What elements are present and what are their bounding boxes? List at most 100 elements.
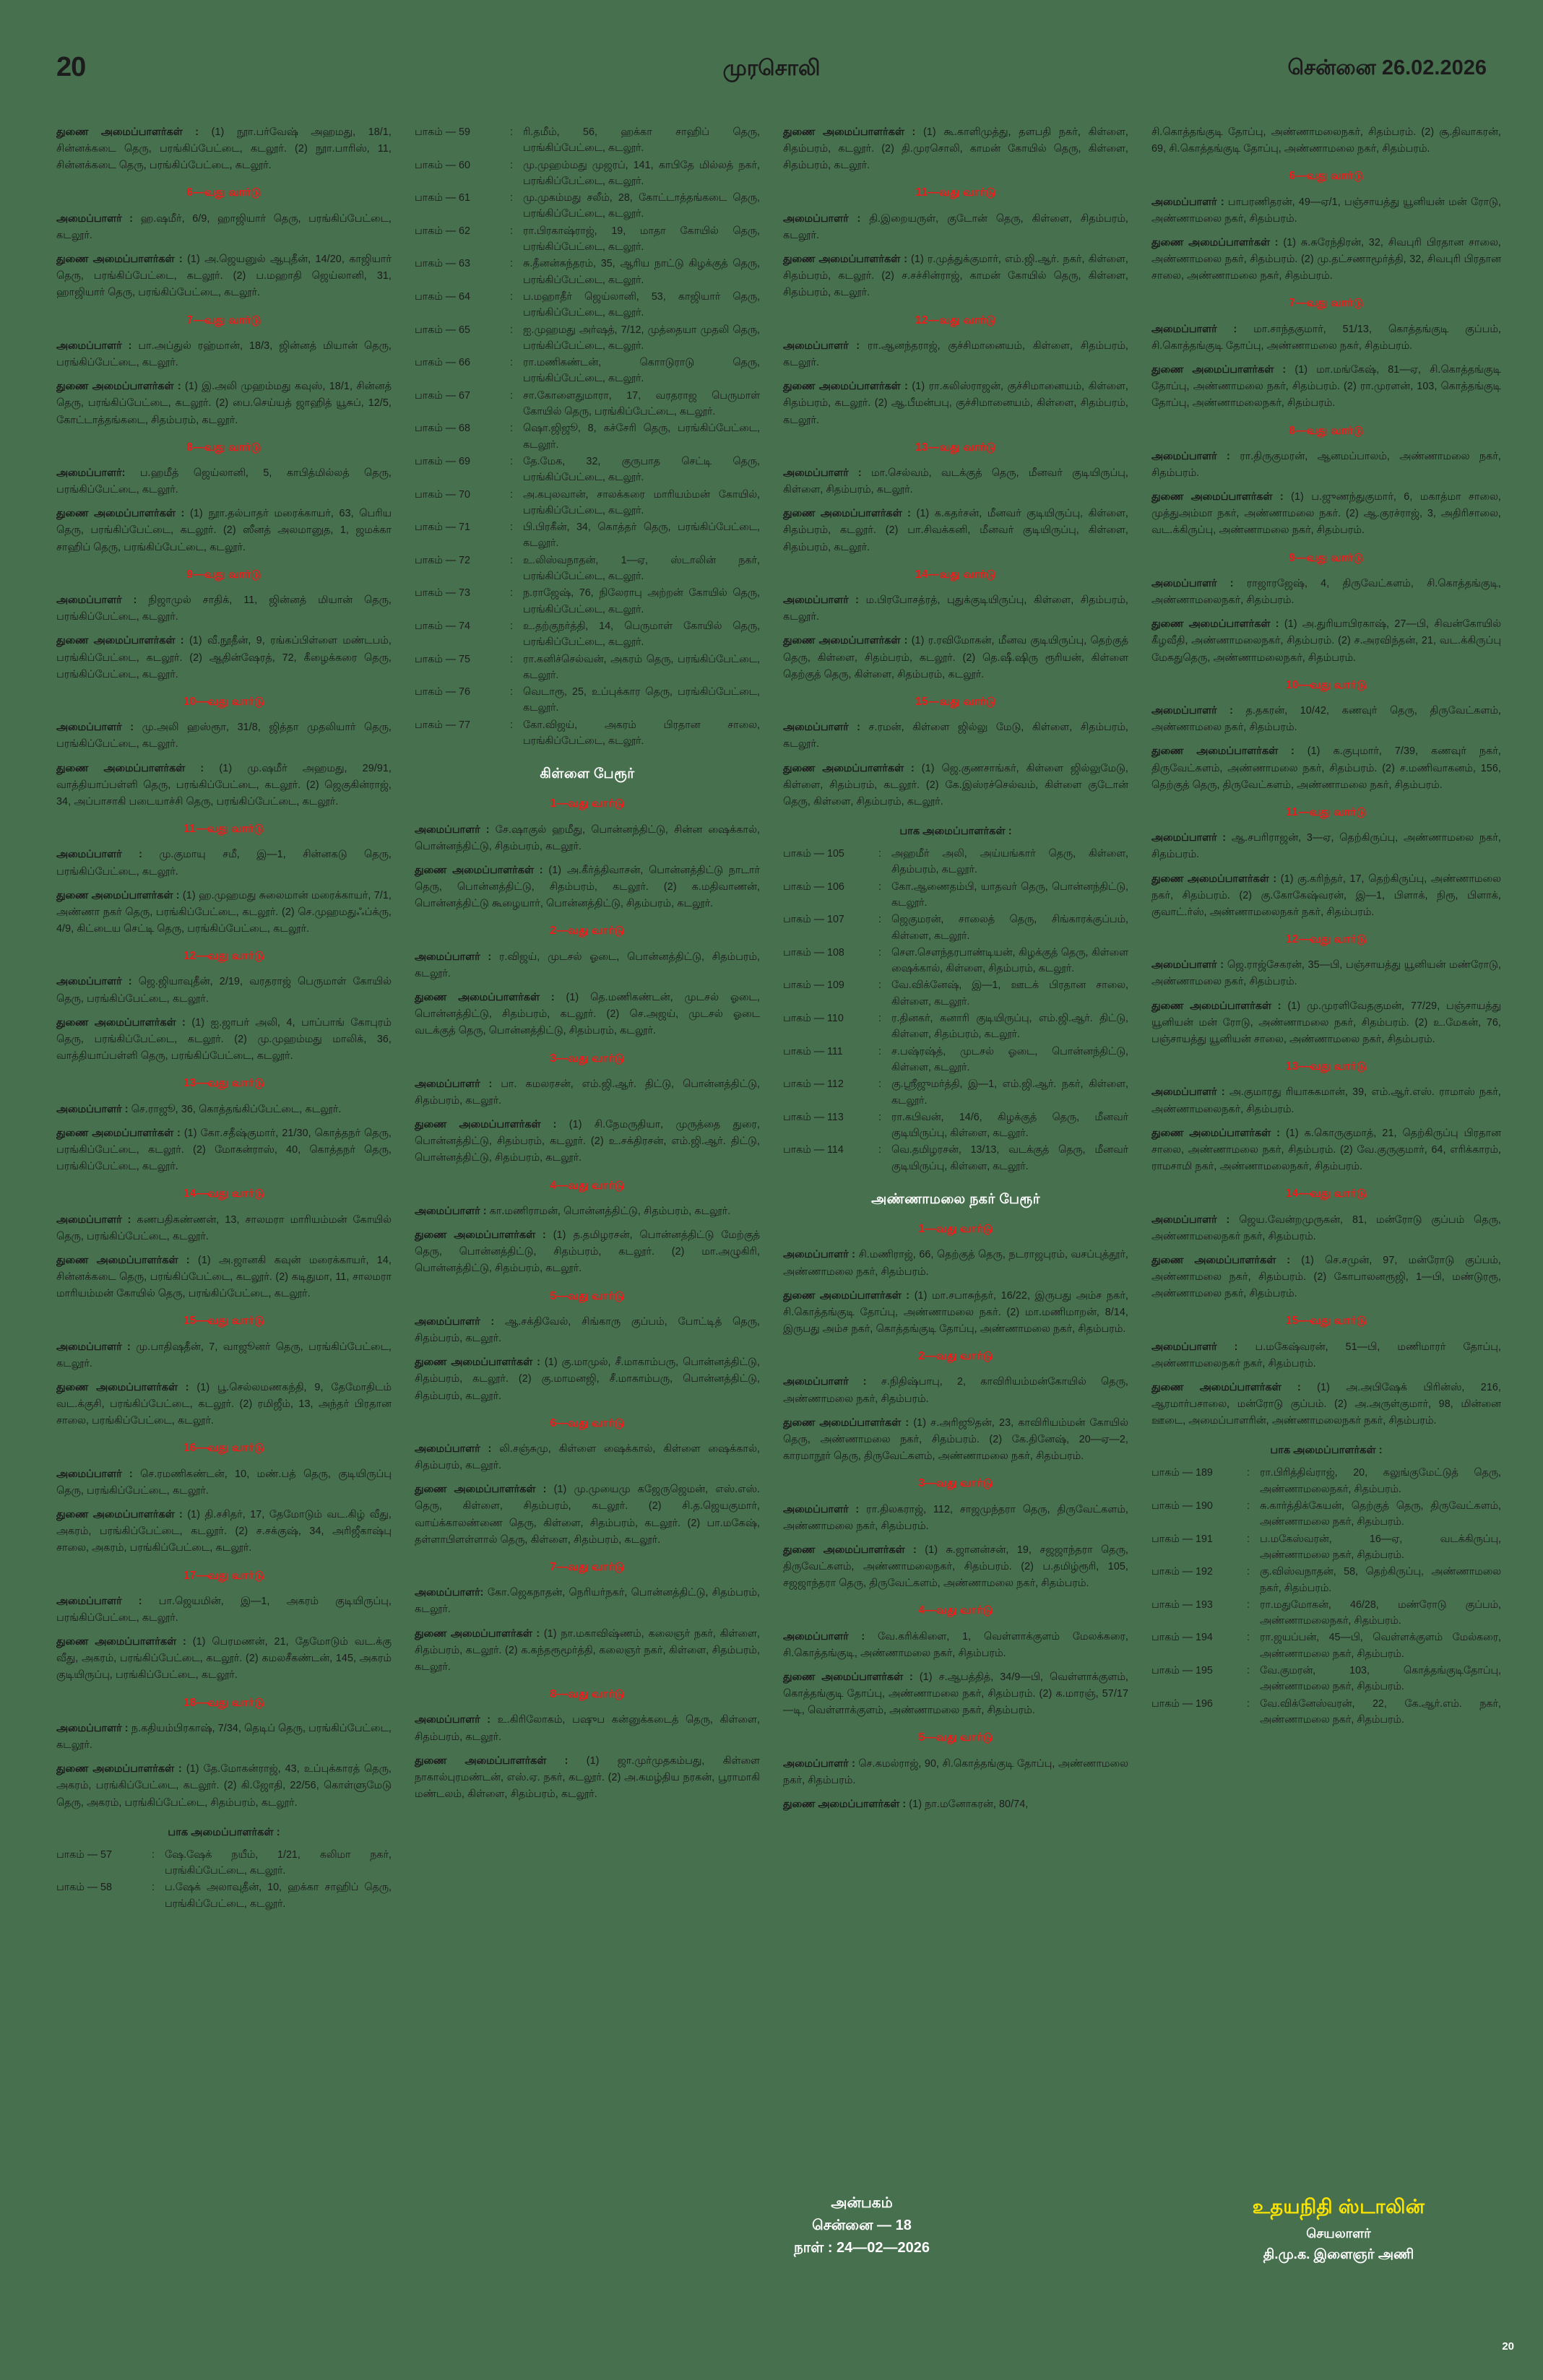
entry-role-label: துணை அமைப்பாளர்கள் : <box>56 126 199 138</box>
entry-details: ந.கதியம்பிரகாஷ், 7/34, தெடிப் தெரு, பரங்… <box>56 1722 392 1752</box>
booth-separator: : <box>1247 1467 1250 1479</box>
organiser-entry: துணை அமைப்பாளர்கள் : (1) அ.கீர்த்திவாசன்… <box>415 862 760 912</box>
booth-row: பாகம் — 108: சௌ.சௌந்தரபாண்டியன், கிழக்குத… <box>783 945 1128 977</box>
booth-organiser-details: வே.குமரன், 103, கொத்தங்குடிதோப்பு, அண்ணா… <box>1260 1665 1501 1693</box>
entry-role-label: அமைப்பாளர் : <box>783 1757 855 1770</box>
booth-separator: : <box>510 719 513 731</box>
entry-role-label: அமைப்பாளர்: <box>415 1587 484 1599</box>
entry-details: (1) பூ.செல்லமணகந்தி, 9, தேமோதிடம் வட.க்க… <box>56 1381 392 1427</box>
entry-details: (1) செ.சமுன், 97, மன்ரோடு குப்பம், அண்ணா… <box>1151 1254 1501 1300</box>
booth-organiser-details: ஷொ.ஜிஜூ, 8, கச்சேரி தெரு, பரங்கிப்பேட்டை… <box>523 423 760 451</box>
address-line-3: நாள் : 24—02—2026 <box>793 2240 930 2256</box>
booth-row: பாகம் — 193: ரா.மதுமோகன், 46/28, மண்ரோடு … <box>1151 1597 1501 1630</box>
booth-number: பாகம் — 109 <box>783 979 844 992</box>
entry-details: (1) க.குபுமார், 7/39, கணவுர் நகர், திருவ… <box>1151 745 1501 791</box>
booth-number: பாகம் — 60 <box>415 159 470 171</box>
entry-details: ச.ரமன், கிள்ளை ஜில்லு மேடு, கிள்ளை, சிதம… <box>783 722 1129 750</box>
booth-separator: : <box>1247 1598 1250 1611</box>
ward-heading: 15—வது வார்டு <box>183 1315 265 1328</box>
booth-organiser-details: ரி.தமீம், 56, ஹக்கா சாஹிப் தெரு, பரங்கிப… <box>523 126 760 155</box>
entry-role-label: துணை அமைப்பாளர்கள் : <box>1151 618 1279 631</box>
booth-separator: : <box>1247 1697 1250 1710</box>
booth-number: பாகம் — 75 <box>415 653 470 665</box>
entry-role-label: துணை அமைப்பாளர்கள் : <box>56 635 184 647</box>
booth-separator: : <box>510 554 513 566</box>
organiser-entry: துணை அமைப்பாளர்கள் : (1) பூ.செல்லமணகந்தி… <box>56 1380 392 1429</box>
entry-details: செ.கமல்ராஜ், 90, சி.கொத்தங்குடி தோப்பு, … <box>783 1757 1128 1786</box>
organiser-entry: துணை அமைப்பாளர்கள் : (1) நா.மகாவிஷ்ணம், … <box>415 1626 760 1676</box>
booth-organiser-details: ரா.பிரித்திவ்ராஜ், 20, கலுங்குமேட்டுத் த… <box>1260 1467 1501 1495</box>
text-column: சி.கொத்தங்குடி தோப்பு, அண்ணாமலைநகர், சித… <box>1151 124 1501 1728</box>
entry-role-label: அமைப்பாளர் : <box>56 976 132 988</box>
booth-organiser-details: ஐ.முஹமது அர்ஷத், 7/12, முத்தையா முதலி தெ… <box>523 324 760 352</box>
entry-details: செ.ராஜூ, 36, கொத்தங்கிப்பேட்டை, கடலூர். <box>128 1103 342 1115</box>
booth-number: பாகம் — 71 <box>415 522 470 534</box>
ward-heading: 11—வது வார்டு <box>915 186 996 199</box>
organiser-entry: துணை அமைப்பாளர்கள் : (1) சி.நேமருதியா, ம… <box>415 1117 760 1167</box>
entry-role-label: அமைப்பாளர் : <box>783 1249 855 1261</box>
booth-separator: : <box>510 522 513 534</box>
entry-role-label: அமைப்பாளர் : <box>783 339 860 352</box>
entry-role-label: அமைப்பாளர் : <box>783 1503 860 1515</box>
entry-role-label: அமைப்பாளர் : <box>56 722 134 734</box>
entry-details: (1) ஜெ.குணசாங்கர், கிள்ளை ஜில்லுமேடு, கி… <box>783 762 1128 808</box>
organiser-entry: அமைப்பாளர் : மு.பாதிஷதீன், 7, வாஜூனர் தெ… <box>56 1339 392 1372</box>
entry-details: (1) ப.ஜுணந்துகுமார், 6, மகாத்மா சாலை, மு… <box>1151 491 1501 537</box>
booth-organiser-details: வெடாரூ, 25, உப்புக்கார தெரு, பரங்கிப்பேட… <box>523 686 760 714</box>
ward-heading: 9—வது வார்டு <box>1289 551 1364 564</box>
entry-details: ஆ.சபரிராஜன், 3—ஏ, தெற்கிருப்பு, அண்ணாமலை… <box>1151 832 1501 861</box>
organiser-entry: அமைப்பாளர் : மா.செல்வம், வடக்குத் தெரு, … <box>783 465 1128 498</box>
entry-role-label: துணை அமைப்பாளர்கள் : <box>56 1016 186 1029</box>
organiser-entry: துணை அமைப்பாளர்கள் : (1) கு.கரிந்தர், 17… <box>1151 871 1501 921</box>
booth-separator: : <box>510 159 513 171</box>
text-column: பாகம் — 59: ரி.தமீம், 56, ஹக்கா சாஹிப் தெ… <box>415 124 760 1810</box>
ward-heading: 6—வது வார்டு <box>1289 170 1364 183</box>
booth-organiser-details: ரா.கபிவன், 14/6, கிழக்குத் தெரு, மீனவர் … <box>891 1111 1128 1140</box>
booth-number: பாகம் — 189 <box>1151 1467 1213 1479</box>
entry-role-label: அமைப்பாளர் : <box>56 1213 131 1226</box>
booth-row: பாகம் — 105: அஹமீர் அலி, அய்யங்கார் தெரு,… <box>783 846 1128 878</box>
masthead-page-number: 20 <box>56 52 86 82</box>
entry-details: கணபதிகண்ணன், 13, சாலமரா மாரியம்மன் கோயில… <box>56 1213 392 1242</box>
booth-row: பாகம் — 62: ரா.பிரகாஷ்ராஜ், 19, மாதா கோயி… <box>415 223 760 256</box>
booth-row: பாகம் — 58: ப.ஷேக் அலாவுதீன், 10, ஹக்கா ச… <box>56 1879 392 1912</box>
entry-role-label: துணை அமைப்பாளர்கள் : <box>56 1509 183 1521</box>
entry-details: ச.நிதிஷ்பாபு, 2, காவிரியம்மன்கோயில் தெரு… <box>783 1376 1128 1405</box>
booth-separator: : <box>510 620 513 632</box>
masthead: 20 முரசொலி சென்னை 26.02.2026 <box>0 0 1543 87</box>
entry-role-label: அமைப்பாளர் : <box>56 1103 129 1115</box>
booth-separator: : <box>152 1882 155 1894</box>
organiser-entry: துணை அமைப்பாளர்கள் : (1) க.குபுமார், 7/3… <box>1151 743 1501 793</box>
booth-separator: : <box>510 225 513 237</box>
entry-role-label: துணை அமைப்பாளர்கள் : <box>783 1544 917 1556</box>
organiser-entry: அமைப்பாளர் : நிஜாமுல் சாதிக், 11, ஜின்னத… <box>56 592 392 626</box>
organiser-entry: அமைப்பாளர் : சே.ஷாகுல் ஹமீது, பொன்னந்திட… <box>415 822 760 855</box>
entry-role-label: துணை அமைப்பாளர்கள் : <box>1151 1000 1281 1012</box>
entry-details: (1) பெரமணன், 21, தேமோடும் வட.க்கு வீது, … <box>56 1636 392 1682</box>
organiser-entry: அமைப்பாளர் : மு.குமாயு சமீ, இ—1, சின்னகட… <box>56 847 392 880</box>
organiser-entry: துணை அமைப்பாளர்கள் : (1) ச.ஆபத்தித், 34/… <box>783 1669 1128 1719</box>
organiser-entry: அமைப்பாளர் : ரா.திலகராஜ், 112, சாஜமுந்தர… <box>783 1502 1128 1535</box>
organiser-entry: அமைப்பாளர் : வே.கரிக்கிளை, 1, வெள்ளாக்கு… <box>783 1629 1128 1662</box>
booth-organiser-details: உ.லிஸ்வநாதன், 1—ஏ, ஸ்டாலின் நகர், பரங்கி… <box>523 554 760 583</box>
organiser-entry: துணை அமைப்பாளர்கள் : (1) ஜா.முர்முதகம்பத… <box>415 1753 760 1803</box>
entry-role-label: துணை அமைப்பாளர்கள் : <box>783 762 915 774</box>
booth-row: பாகம் — 60: மு.முஹம்மது முஜரப், 141, காபி… <box>415 157 760 190</box>
organiser-entry: துணை அமைப்பாளர்கள் : (1) தி.சசிதர், 17, … <box>56 1507 392 1557</box>
text-column: துணை அமைப்பாளர்கள் : (1) நூா.பர்வேஷ் அஹம… <box>56 124 392 1913</box>
booth-row: பாகம் — 112: கு.ஸ்ரீஜுமர்த்தி, இ—1, எம்.ஜ… <box>783 1076 1128 1109</box>
organiser-entry: துணை அமைப்பாளர்கள் : (1) நா.மனோகரன், 80/… <box>783 1796 1128 1813</box>
booth-separator: : <box>1247 1500 1250 1513</box>
ward-heading: 8—வது வார்டு <box>186 441 262 454</box>
entry-details: ரா.திருகுமரன், ஆனமப்பாலம், அண்ணாமலை நகர்… <box>1151 450 1501 480</box>
ward-heading: 14—வது வார்டு <box>1285 1187 1367 1200</box>
entry-details: சே.ஷாகுல் ஹமீது, பொன்னந்திட்டு, சின்ன ஷை… <box>415 823 760 852</box>
organiser-entry: துணை அமைப்பாளர்கள் : (1) நூா.பர்வேஷ் அஹம… <box>56 124 392 174</box>
entry-details: சி.கொத்தங்குடி தோப்பு, அண்ணாமலைநகர், சித… <box>1151 126 1501 155</box>
entry-role-label: அமைப்பாளர் : <box>1151 1213 1230 1226</box>
organiser-entry: அமைப்பாளர் : பா.அப்துல் ரஹ்மான், 18/3, ஜ… <box>56 338 392 371</box>
entry-role-label: அமைப்பாளர் : <box>56 212 134 225</box>
entry-role-label: துணை அமைப்பாளர்கள் : <box>1151 1381 1301 1393</box>
organiser-entry: அமைப்பாளர் : கா.மணிராமன், பொன்னத்திட்டு,… <box>415 1203 760 1220</box>
organiser-entry: அமைப்பாளர் : ச.ரமன், கிள்ளை ஜில்லு மேடு,… <box>783 719 1128 753</box>
